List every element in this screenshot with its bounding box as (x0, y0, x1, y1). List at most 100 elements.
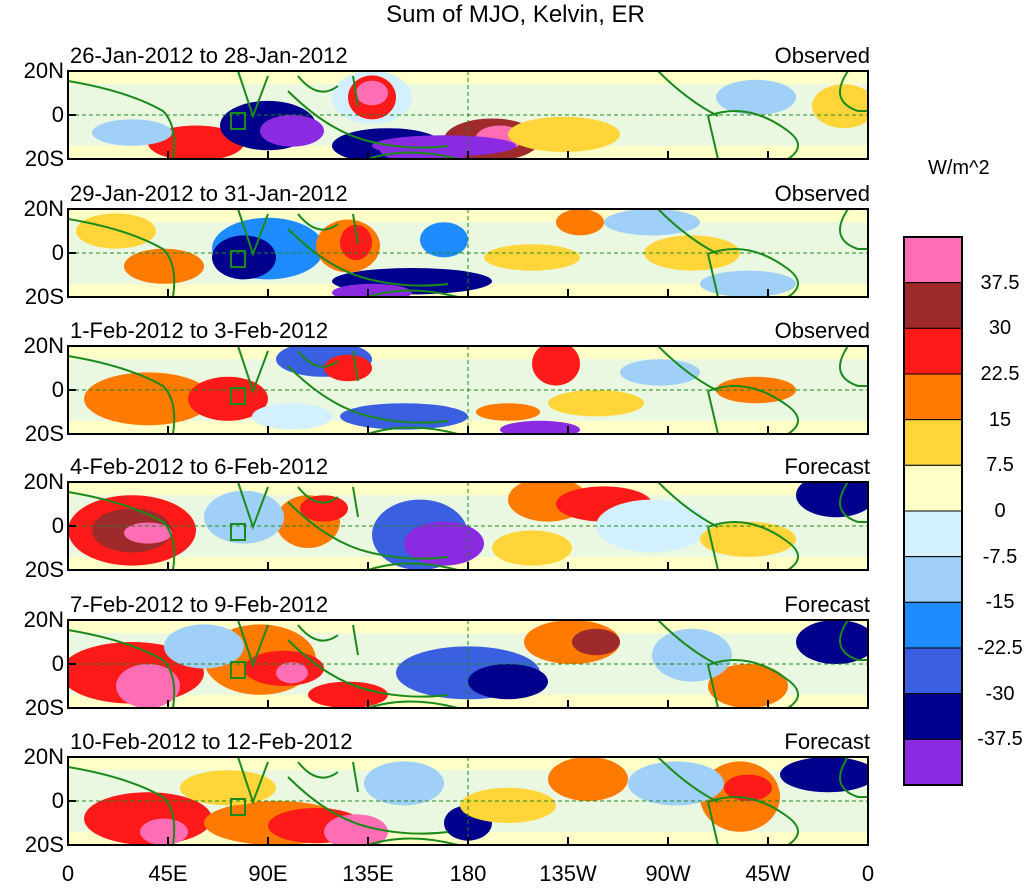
coastline (237, 482, 269, 530)
coastline (287, 776, 449, 835)
y-tick-label: 20S (24, 284, 64, 309)
y-tick-label: 20S (24, 421, 64, 446)
coastline (707, 664, 719, 708)
coastline (707, 115, 719, 159)
anomaly-contour (716, 79, 796, 115)
anomaly-contour (116, 664, 180, 708)
coastline (707, 248, 799, 297)
coastline (367, 837, 459, 845)
anomaly-contour (188, 376, 268, 421)
colorbar-swatch (903, 647, 963, 695)
region-box (230, 387, 246, 405)
coastline (352, 624, 359, 656)
coastline (839, 209, 868, 250)
anomaly-contour (148, 125, 244, 159)
coastline (839, 346, 868, 387)
figure-title: Sum of MJO, Kelvin, ER (386, 1, 645, 28)
coastline (707, 385, 799, 434)
map-panel (67, 756, 869, 846)
y-tick-label: 20N (23, 333, 64, 358)
coastline (237, 757, 269, 805)
coastline (707, 526, 719, 570)
anomaly-contour (492, 530, 572, 566)
anomaly-contour (460, 787, 556, 824)
panel-date-range: 10-Feb-2012 to 12-Feb-2012 (70, 729, 353, 754)
coastline (68, 355, 176, 434)
y-tick-label: 20N (23, 469, 64, 494)
coastline (657, 757, 719, 803)
anomaly-contour (364, 761, 444, 806)
anomaly-contour (324, 354, 372, 382)
colorbar-label: 30 (988, 317, 1012, 340)
anomaly-contour (404, 521, 484, 566)
anomaly-contour (572, 628, 620, 656)
colorbar-label: 15 (988, 408, 1012, 431)
anomaly-contour (356, 80, 388, 106)
y-tick-label: 20S (24, 557, 64, 582)
anomaly-contour (556, 209, 604, 236)
coastline (352, 75, 359, 107)
region-box (230, 112, 246, 130)
region-box (230, 798, 246, 816)
colorbar-label: -15 (985, 591, 1015, 614)
colorbar-frame (903, 236, 963, 786)
colorbar-label: -7.5 (982, 545, 1018, 568)
anomaly-contour (92, 119, 172, 146)
anomaly-contour (332, 283, 412, 297)
coastline (237, 209, 269, 257)
anomaly-contour (796, 482, 868, 518)
anomaly-contour (124, 522, 172, 544)
map-panel (67, 208, 869, 298)
y-tick-label: 20N (23, 196, 64, 221)
coastline (287, 228, 449, 287)
y-tick-label: 20N (23, 58, 64, 83)
coastline (657, 482, 719, 528)
coastline (367, 151, 459, 159)
y-tick-label: 20N (23, 744, 64, 769)
colorbar-label: 7.5 (986, 454, 1014, 477)
coastline (657, 346, 719, 392)
region-box (230, 661, 246, 679)
colorbar-swatch (903, 236, 963, 284)
coastline (707, 253, 719, 297)
panel-date-range: 1-Feb-2012 to 3-Feb-2012 (70, 318, 329, 343)
anomaly-contour (548, 390, 644, 417)
coastline (839, 482, 868, 523)
y-tick-label: 0 (51, 102, 64, 127)
anomaly-contour (276, 662, 308, 684)
anomaly-contour (484, 244, 580, 271)
coastline (657, 71, 719, 117)
x-tick-label: 90W (645, 861, 691, 886)
coastline (352, 761, 359, 793)
coastline (237, 346, 269, 394)
x-tick-label: 0 (61, 861, 75, 886)
coastline (367, 426, 459, 434)
coastline (297, 213, 339, 231)
panel-date-range: 26-Jan-2012 to 28-Jan-2012 (70, 43, 348, 68)
colorbar-swatch (903, 373, 963, 421)
coastline (707, 110, 799, 159)
coastline (297, 624, 339, 642)
coastline (707, 796, 799, 845)
coastline (287, 639, 449, 698)
coastline (367, 700, 459, 708)
anomaly-contour (604, 209, 700, 236)
colorbar-swatch (903, 464, 963, 512)
colorbar-label: -37.5 (977, 728, 1023, 751)
coastline (68, 766, 176, 845)
region-box (230, 523, 246, 541)
panel-date-range: 29-Jan-2012 to 31-Jan-2012 (70, 181, 348, 206)
x-tick-label: 0 (861, 861, 875, 886)
anomaly-contour (724, 774, 772, 801)
x-tick-label: 45W (745, 861, 791, 886)
anomaly-contour (252, 403, 332, 430)
anomaly-contour (300, 495, 348, 522)
coastline (839, 620, 868, 661)
y-tick-label: 0 (51, 513, 64, 538)
anomaly-contour (164, 624, 244, 669)
anomaly-contour (204, 490, 284, 544)
x-tick-label: 135E (342, 861, 394, 886)
coastline (657, 620, 719, 666)
anomaly-contour (124, 248, 204, 284)
